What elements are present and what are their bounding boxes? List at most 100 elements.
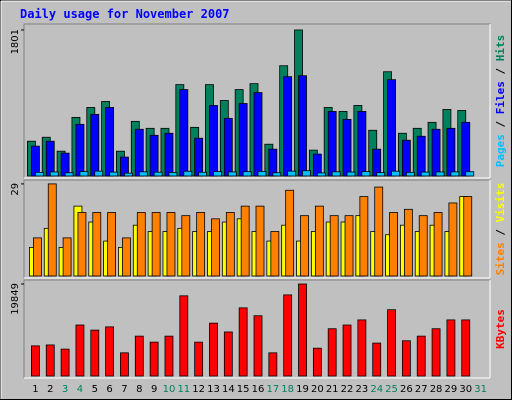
bar [387, 309, 396, 377]
bar [238, 103, 248, 177]
bar [122, 237, 131, 277]
bar [448, 202, 458, 277]
y-tick-label: 19849 [10, 283, 21, 315]
x-tick-label: 14 [222, 384, 235, 395]
bar [225, 212, 235, 277]
x-tick-label: 31 [474, 384, 487, 395]
bar [138, 171, 148, 177]
bar [136, 212, 146, 277]
bar [283, 76, 293, 177]
bar [49, 171, 59, 177]
bar [79, 171, 89, 177]
bar [463, 196, 473, 277]
bar [45, 344, 55, 377]
legend: Sites / Visits [494, 183, 507, 276]
legend-entry: Files [494, 81, 507, 114]
bar [90, 329, 100, 377]
x-tick-label: 16 [252, 384, 265, 395]
bar [300, 215, 309, 277]
bar [31, 145, 40, 177]
bar [287, 170, 297, 177]
bar [420, 171, 430, 177]
x-tick-label: 17 [266, 384, 279, 395]
bar [253, 315, 263, 377]
bar [134, 335, 144, 377]
bar [298, 75, 307, 177]
bar [109, 171, 119, 177]
bar [268, 148, 278, 177]
bar [75, 123, 85, 177]
bar [327, 111, 337, 177]
x-tick-label: 1 [32, 384, 38, 395]
bar [372, 342, 382, 377]
bar [94, 170, 104, 177]
bar [90, 113, 100, 177]
x-tick-label: 13 [207, 384, 220, 395]
bar [255, 205, 265, 277]
chart-title: Daily usage for November 2007 [20, 7, 230, 21]
bar [149, 134, 159, 177]
y-tick-label: 1801 [10, 29, 21, 54]
x-tick-label: 18 [281, 384, 294, 395]
bar [314, 205, 324, 277]
bar [346, 171, 356, 177]
x-tick-label: 8 [136, 384, 142, 395]
bar [285, 189, 295, 277]
x-tick-label: 9 [151, 384, 157, 395]
bar [164, 335, 174, 377]
bar [433, 212, 443, 277]
x-tick-label: 15 [237, 384, 250, 395]
bar [194, 137, 204, 177]
bar [183, 170, 193, 177]
x-tick-label: 10 [163, 384, 176, 395]
bar [164, 132, 174, 177]
bar [401, 340, 411, 377]
bar [134, 128, 144, 177]
bar [227, 171, 237, 177]
bar [372, 148, 382, 177]
bar [342, 324, 352, 377]
x-tick-label: 30 [459, 384, 472, 395]
bar [47, 183, 57, 277]
bar [272, 172, 282, 177]
bar [391, 170, 400, 177]
bar [359, 196, 369, 277]
bar [209, 322, 218, 377]
bar [124, 172, 133, 177]
bar [446, 127, 456, 177]
x-tick-label: 3 [62, 384, 68, 395]
x-tick-label: 26 [400, 384, 413, 395]
bar [105, 107, 115, 177]
x-tick-label: 4 [77, 384, 83, 395]
bar [194, 341, 204, 377]
x-tick-label: 25 [385, 384, 398, 395]
bar [31, 345, 40, 377]
x-tick-label: 27 [415, 384, 428, 395]
bar [242, 171, 252, 177]
bar [344, 215, 354, 277]
x-tick-label: 24 [370, 384, 383, 395]
bar [120, 352, 129, 377]
bar [389, 212, 398, 277]
bar [405, 171, 415, 177]
legend-separator: / [494, 114, 507, 134]
bar [431, 128, 441, 177]
bar [166, 212, 176, 277]
x-tick-label: 19 [296, 384, 309, 395]
bar [376, 172, 386, 177]
bar [342, 119, 352, 177]
x-tick-label: 12 [192, 384, 205, 395]
bar [213, 171, 222, 177]
x-tick-label: 6 [106, 384, 112, 395]
x-tick-label: 29 [445, 384, 458, 395]
bar [357, 111, 367, 177]
bar [331, 171, 341, 177]
bar [33, 237, 42, 277]
bar [387, 79, 396, 177]
bar [223, 331, 233, 377]
bar [168, 172, 178, 177]
legend-entry: KBytes [494, 309, 507, 349]
bar [60, 348, 70, 377]
bar [270, 231, 280, 277]
